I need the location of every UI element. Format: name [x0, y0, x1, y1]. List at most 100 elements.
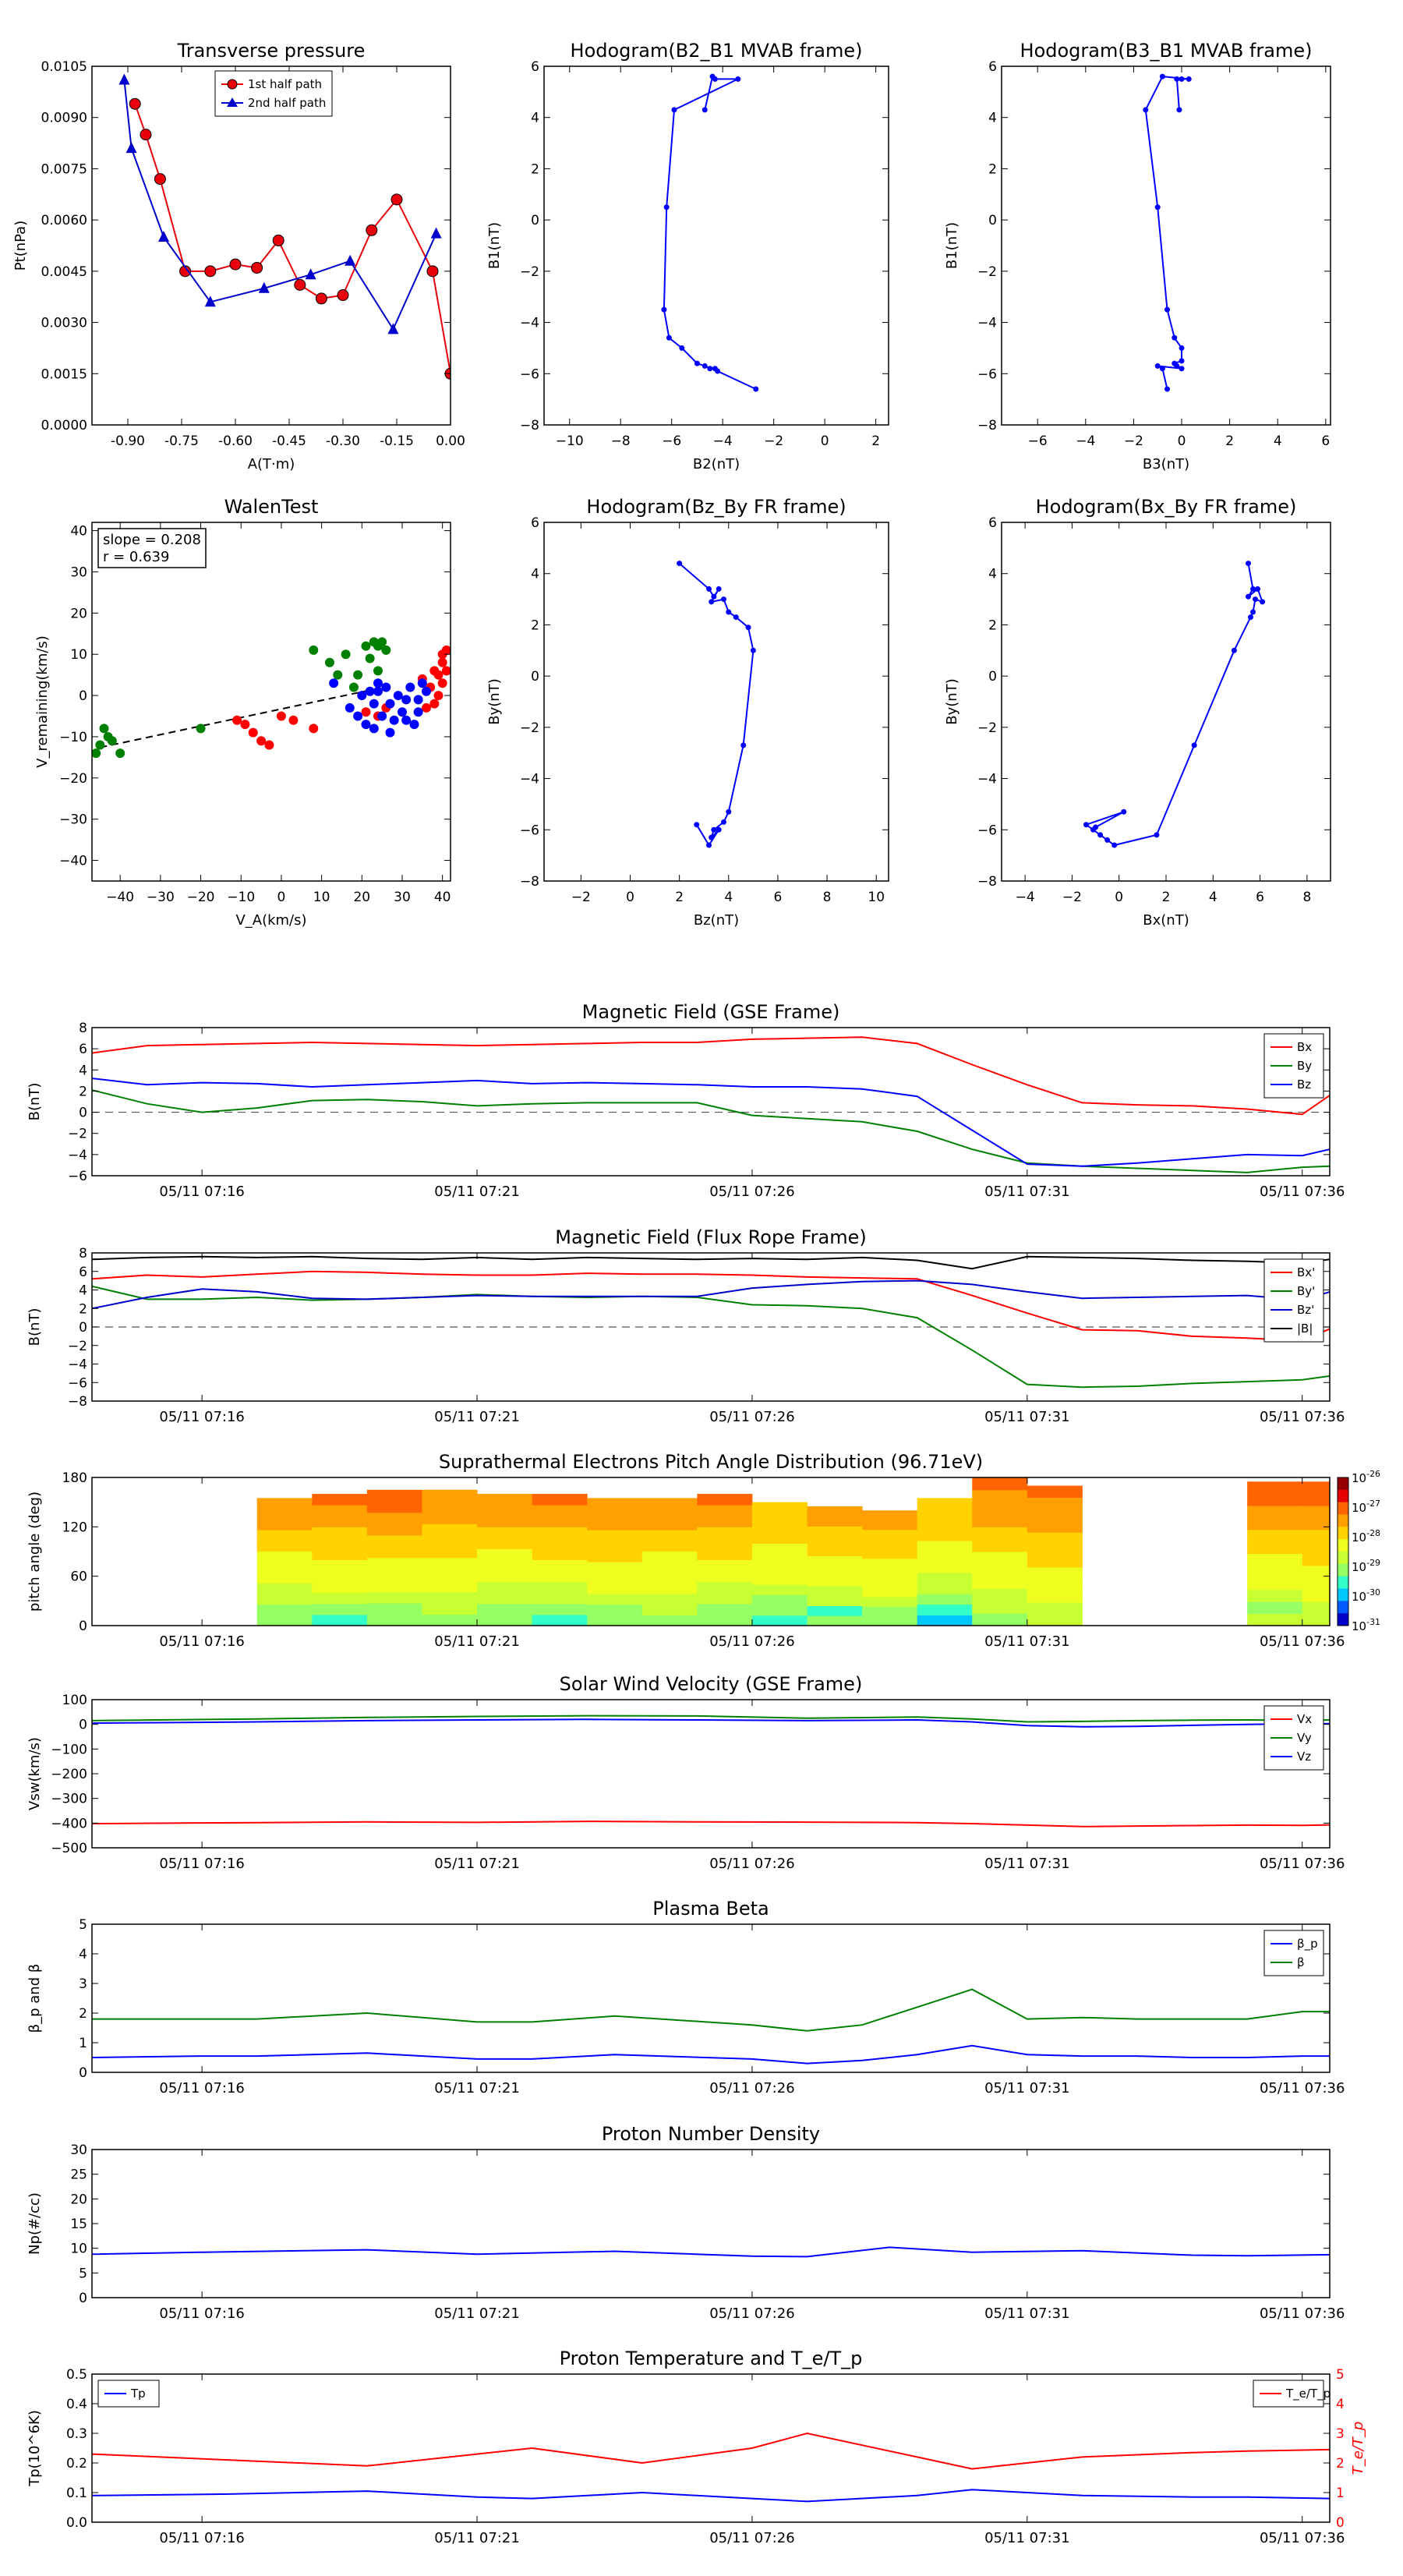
y-tick-label: 2 — [531, 161, 539, 177]
heatmap-cell — [256, 1572, 313, 1583]
hodogram-point — [694, 360, 700, 366]
heatmap-cell — [587, 1509, 643, 1520]
heatmap-cell — [862, 1520, 918, 1530]
legend-box — [1263, 1930, 1324, 1976]
y-tick-label: 25 — [70, 2167, 87, 2183]
heatmap-cell — [917, 1604, 973, 1615]
x-tick-label: -0.90 — [111, 433, 145, 449]
colorbar-segment — [1338, 1502, 1348, 1515]
chart-hodo4: Hodogram(Bx_By FR frame) −4 −2 0 2 4 6 8 −8 −6 −4 −… — [944, 496, 1331, 929]
heatmap-cell — [532, 1614, 588, 1626]
heatmap-cell — [532, 1559, 588, 1572]
x-tick-label: 05/11 07:31 — [984, 2305, 1069, 2322]
series-line-Bx' — [92, 1270, 1330, 1342]
pt-point — [430, 227, 442, 239]
hodogram-point — [1248, 614, 1254, 621]
y-axis-label: Tp(10^6K) — [27, 2410, 43, 2487]
hodogram-point — [1154, 363, 1161, 369]
walen-point — [369, 724, 379, 734]
y-tick-label: 4 — [988, 111, 997, 126]
y-tick-label: −8 — [520, 874, 539, 890]
y-axis-label: B(nT) — [27, 1308, 43, 1346]
walen-point — [377, 711, 387, 721]
heatmap-cell — [862, 1577, 918, 1588]
x-tick-label: 8 — [823, 890, 832, 905]
colorbar-segment — [1338, 1613, 1348, 1626]
y-tick-label: −4 — [520, 316, 539, 331]
x-tick-label: 6 — [1256, 890, 1264, 905]
heatmap-cell — [366, 1489, 422, 1502]
x-tick-label: −6 — [1028, 433, 1048, 449]
x-tick-label: −40 — [106, 890, 134, 905]
y-tick-label: 5 — [79, 1917, 87, 1933]
hodogram-point — [1154, 204, 1161, 211]
heatmap-cell — [366, 1569, 422, 1581]
heatmap-cell — [256, 1551, 313, 1562]
hodogram-point — [671, 107, 677, 113]
legend: Vx Vy Vz — [1263, 1705, 1324, 1771]
walen-point — [437, 657, 447, 667]
y-tick-label: 10 — [70, 647, 87, 663]
y-tick-label: −4 — [68, 1357, 87, 1373]
walen-point — [433, 691, 444, 701]
heatmap-cell — [641, 1604, 698, 1615]
x-tick-label: 4 — [724, 890, 733, 905]
heatmap-cell — [1247, 1613, 1303, 1626]
walen-point — [353, 670, 363, 680]
walen-point — [95, 740, 105, 750]
walen-point — [377, 637, 387, 647]
heatmap-cell — [256, 1583, 313, 1594]
hodogram-path — [1084, 563, 1264, 847]
x-tick-label: 05/11 07:26 — [709, 1184, 794, 1200]
heatmap-cell — [422, 1569, 478, 1581]
hodogram-point — [735, 76, 741, 82]
y-tick-label: 20 — [70, 2192, 87, 2207]
heatmap-cell — [697, 1581, 753, 1594]
x-tick-label: 6 — [1321, 433, 1330, 449]
heatmap-cell — [917, 1572, 973, 1583]
walen-point — [240, 720, 250, 730]
heatmap-cell — [532, 1537, 588, 1549]
x-tick-label: 0 — [821, 433, 829, 449]
walen-point — [196, 724, 206, 734]
heatmap-cell — [312, 1559, 368, 1572]
heatmap-cell — [807, 1536, 863, 1547]
colorbar-segment — [1338, 1539, 1348, 1552]
x-tick-label: −10 — [556, 433, 584, 449]
x-tick-label: 05/11 07:26 — [709, 1409, 794, 1425]
y-tick-label: 4 — [79, 1947, 87, 1962]
heatmap-cell — [1302, 1493, 1330, 1506]
y-tick-label: 6 — [79, 1265, 87, 1280]
series-line-Vy — [92, 1714, 1330, 1723]
pt-point — [387, 323, 399, 334]
heatmap-cell — [587, 1604, 643, 1615]
y-axis-label: V_remaining(km/s) — [34, 635, 51, 768]
heatmap-cell — [807, 1526, 863, 1537]
x-tick-label: −30 — [147, 890, 175, 905]
y-tick-label: −6 — [68, 1169, 87, 1184]
walen-point — [361, 720, 371, 730]
heatmap-cell — [1302, 1566, 1330, 1578]
colorbar-tick-label: 10-31 — [1352, 1617, 1380, 1633]
walen-point — [256, 736, 267, 746]
y-tick-label: −30 — [59, 812, 87, 828]
legend-entry: Bz — [1297, 1077, 1311, 1092]
colorbar-tick-label: 10-27 — [1352, 1499, 1380, 1515]
heatmap-cell — [862, 1539, 918, 1549]
hodogram-point — [1174, 76, 1180, 82]
x-tick-label: 05/11 07:21 — [434, 2080, 519, 2097]
pt-point — [251, 261, 263, 274]
plot-area — [661, 73, 759, 392]
heatmap-cell — [477, 1603, 533, 1615]
y-tick-label: 6 — [988, 515, 997, 531]
hodogram-point — [661, 306, 667, 313]
plot-frame — [91, 2149, 1331, 2298]
hodogram-point — [707, 366, 713, 372]
y-tick-label: 0 — [79, 688, 87, 704]
y-tick-label: −2 — [520, 264, 539, 280]
y-tick-label: −4 — [977, 316, 997, 331]
heatmap-cell — [862, 1568, 918, 1578]
series-line-Vz — [92, 1718, 1330, 1728]
heatmap-cell — [587, 1615, 643, 1626]
